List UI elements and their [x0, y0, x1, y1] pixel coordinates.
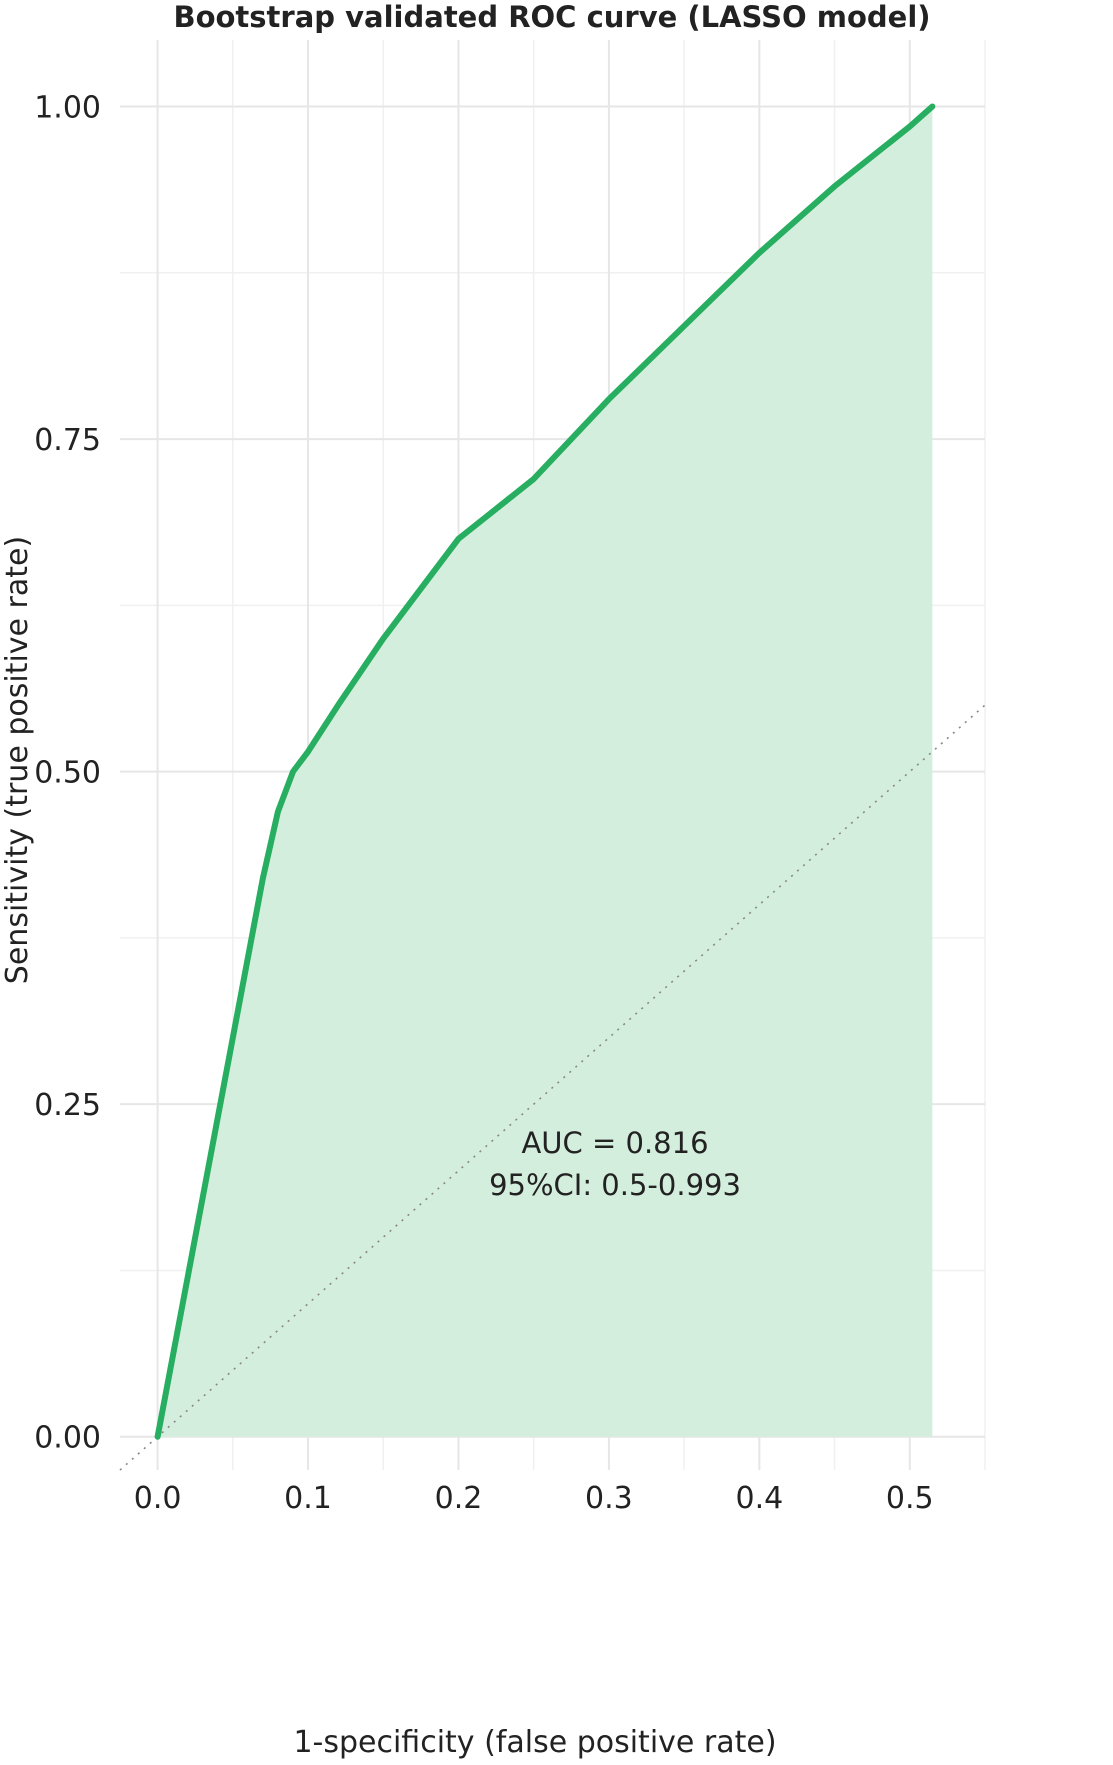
y-tick-label: 0.25 — [34, 1088, 101, 1123]
tick-layer: 0.0 0.1 0.2 0.3 0.4 0.5 0.00 0.25 0.50 0.75 1.00 — [34, 91, 933, 1516]
x-tick-label: 0.3 — [585, 1481, 633, 1516]
roc-curve-line — [154, 103, 936, 1440]
auc-annotation: AUC = 0.816 — [521, 1126, 708, 1160]
y-tick-label: 0.50 — [34, 756, 101, 791]
roc-area-fill — [157, 106, 933, 1437]
reference-layer — [119, 704, 986, 1471]
area-layer — [157, 106, 933, 1437]
x-tick-label: 0.4 — [735, 1481, 783, 1516]
line-layer — [154, 103, 936, 1440]
x-tick-label: 0.5 — [886, 1481, 934, 1516]
x-tick-label: 0.0 — [134, 1481, 182, 1516]
y-axis-title: Sensitivity (true positive rate) — [0, 536, 35, 984]
y-tick-label: 0.75 — [34, 423, 101, 458]
reference-diagonal-line — [119, 704, 986, 1471]
x-tick-label: 0.1 — [284, 1481, 332, 1516]
y-tick-label: 0.00 — [34, 1421, 101, 1456]
y-tick-label: 1.00 — [34, 91, 101, 126]
x-tick-label: 0.2 — [435, 1481, 483, 1516]
chart-title: Bootstrap validated ROC curve (LASSO mod… — [173, 0, 930, 34]
x-axis-title: 1-specificity (false positive rate) — [293, 1725, 776, 1760]
ci-annotation: 95%CI: 0.5-0.993 — [489, 1168, 741, 1202]
